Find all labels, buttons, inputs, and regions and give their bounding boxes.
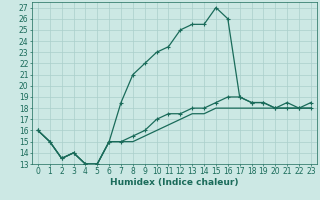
- X-axis label: Humidex (Indice chaleur): Humidex (Indice chaleur): [110, 178, 239, 187]
